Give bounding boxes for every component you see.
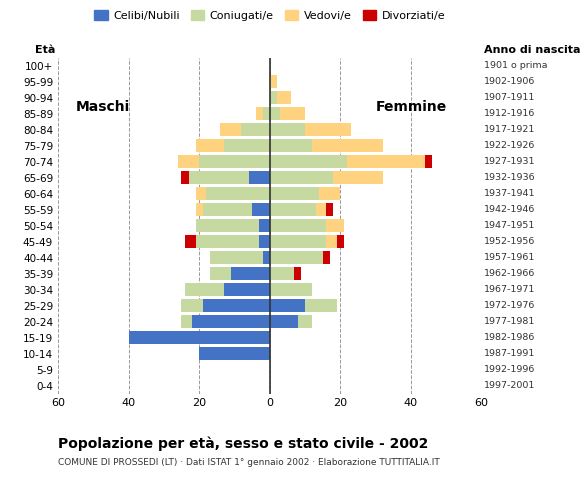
Text: Maschi: Maschi xyxy=(75,100,130,114)
Text: 1967-1971: 1967-1971 xyxy=(484,285,536,294)
Bar xyxy=(241,123,270,136)
Bar xyxy=(188,171,248,184)
Bar xyxy=(129,331,270,344)
Bar xyxy=(333,171,383,184)
Bar xyxy=(195,139,224,152)
Bar xyxy=(202,203,252,216)
Bar xyxy=(425,155,432,168)
Bar xyxy=(195,187,206,200)
Text: Popolazione per età, sesso e stato civile - 2002: Popolazione per età, sesso e stato civil… xyxy=(58,437,429,451)
Text: Anno di nascita: Anno di nascita xyxy=(484,45,580,55)
Bar xyxy=(270,315,298,328)
Bar xyxy=(322,251,329,264)
Bar xyxy=(185,283,224,296)
Bar xyxy=(270,75,277,88)
Bar xyxy=(224,283,270,296)
Text: 1907-1911: 1907-1911 xyxy=(484,93,536,102)
Bar xyxy=(263,107,270,120)
Text: 1912-1916: 1912-1916 xyxy=(484,109,536,118)
Text: 1942-1946: 1942-1946 xyxy=(484,205,536,214)
Bar xyxy=(259,235,270,248)
Text: 1977-1981: 1977-1981 xyxy=(484,317,536,326)
Bar xyxy=(206,187,270,200)
Bar xyxy=(220,123,241,136)
Text: 1972-1976: 1972-1976 xyxy=(484,301,536,310)
Bar xyxy=(252,203,270,216)
Bar xyxy=(319,187,340,200)
Bar xyxy=(270,171,333,184)
Text: 1992-1996: 1992-1996 xyxy=(484,365,536,374)
Text: 1902-1906: 1902-1906 xyxy=(484,77,536,86)
Text: 1922-1926: 1922-1926 xyxy=(484,141,536,150)
Bar xyxy=(270,139,312,152)
Bar xyxy=(210,251,263,264)
Bar xyxy=(185,235,195,248)
Bar xyxy=(270,203,316,216)
Bar xyxy=(295,267,302,280)
Bar xyxy=(202,299,270,312)
Bar xyxy=(326,203,333,216)
Bar xyxy=(195,203,202,216)
Text: 1927-1931: 1927-1931 xyxy=(484,157,536,166)
Text: Età: Età xyxy=(35,45,55,55)
Bar xyxy=(248,171,270,184)
Bar xyxy=(280,107,305,120)
Text: 1962-1966: 1962-1966 xyxy=(484,269,536,278)
Bar xyxy=(195,235,259,248)
Text: 1932-1936: 1932-1936 xyxy=(484,173,536,182)
Bar xyxy=(192,315,270,328)
Bar xyxy=(347,155,425,168)
Text: 1901 o prima: 1901 o prima xyxy=(484,61,548,70)
Bar xyxy=(312,139,383,152)
Bar xyxy=(270,235,326,248)
Bar xyxy=(270,251,322,264)
Bar xyxy=(270,123,305,136)
Bar xyxy=(270,299,305,312)
Bar xyxy=(270,187,319,200)
Bar xyxy=(305,299,337,312)
Bar xyxy=(199,155,270,168)
Bar xyxy=(270,283,312,296)
Bar xyxy=(263,251,270,264)
Bar xyxy=(259,219,270,232)
Bar xyxy=(326,219,344,232)
Text: 1997-2001: 1997-2001 xyxy=(484,381,536,390)
Text: 1987-1991: 1987-1991 xyxy=(484,349,536,358)
Text: 1957-1961: 1957-1961 xyxy=(484,253,536,262)
Bar xyxy=(316,203,326,216)
Text: 1982-1986: 1982-1986 xyxy=(484,333,536,342)
Bar xyxy=(270,219,326,232)
Bar xyxy=(270,267,295,280)
Legend: Celibi/Nubili, Coniugati/e, Vedovi/e, Divorziati/e: Celibi/Nubili, Coniugati/e, Vedovi/e, Di… xyxy=(90,6,450,25)
Bar xyxy=(298,315,312,328)
Bar xyxy=(270,155,347,168)
Text: 1952-1956: 1952-1956 xyxy=(484,237,536,246)
Bar xyxy=(178,155,199,168)
Bar xyxy=(270,107,280,120)
Bar xyxy=(256,107,263,120)
Bar xyxy=(195,219,259,232)
Bar xyxy=(270,91,277,104)
Bar xyxy=(277,91,291,104)
Bar xyxy=(182,315,192,328)
Text: 1947-1951: 1947-1951 xyxy=(484,221,536,230)
Bar xyxy=(224,139,270,152)
Bar xyxy=(210,267,231,280)
Text: 1937-1941: 1937-1941 xyxy=(484,189,536,198)
Text: Femmine: Femmine xyxy=(376,100,447,114)
Bar xyxy=(305,123,351,136)
Text: 1917-1921: 1917-1921 xyxy=(484,125,536,134)
Bar xyxy=(182,299,202,312)
Bar xyxy=(337,235,344,248)
Text: COMUNE DI PROSSEDI (LT) · Dati ISTAT 1° gennaio 2002 · Elaborazione TUTTITALIA.I: COMUNE DI PROSSEDI (LT) · Dati ISTAT 1° … xyxy=(58,458,440,468)
Bar xyxy=(199,347,270,360)
Bar xyxy=(231,267,270,280)
Bar xyxy=(182,171,188,184)
Bar xyxy=(326,235,337,248)
